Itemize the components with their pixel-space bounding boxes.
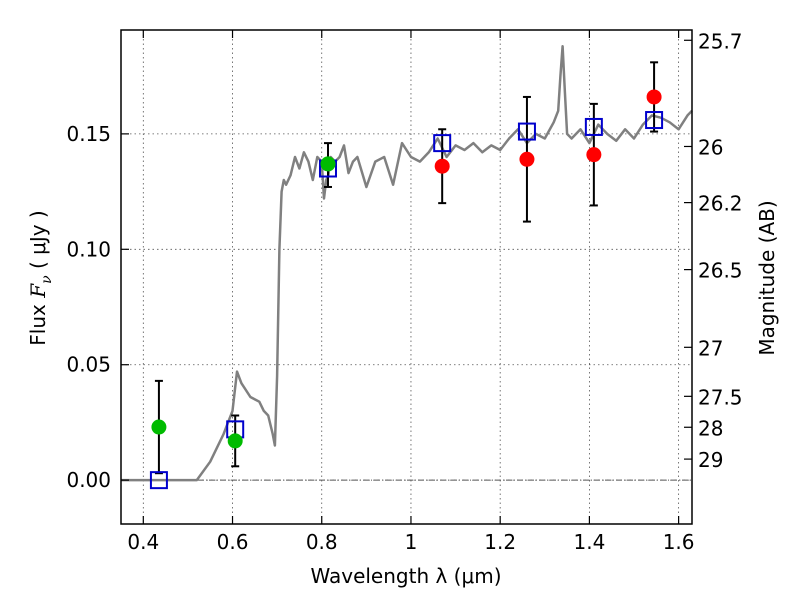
observed-infrared-point <box>519 151 535 167</box>
x-axis-label: Wavelength λ (μm) <box>310 564 501 588</box>
x-tick-label: 1 <box>405 530 418 554</box>
y-axis-ticks: 0.00 0.05 0.10 0.15 <box>66 122 129 492</box>
magnitude-tick-label: 29 <box>698 448 723 472</box>
model-bandpass-marker <box>433 134 452 153</box>
x-tick-label: 0.8 <box>306 530 338 554</box>
x-axis-ticks: 0.4 0.6 0.8 1 1.2 1.4 1.6 <box>127 30 695 554</box>
x-tick-label: 1.4 <box>573 530 605 554</box>
observed-infrared-point <box>586 147 602 163</box>
y-tick-label: 0.05 <box>66 353 111 377</box>
model-bandpass-marker <box>149 471 168 490</box>
model-bandpass-marker <box>645 111 664 130</box>
magnitude-tick-label: 25.7 <box>698 29 743 53</box>
magnitude-tick-label: 27.5 <box>698 385 743 409</box>
x-tick-label: 1.6 <box>663 530 695 554</box>
magnitude-tick-label: 27 <box>698 336 723 360</box>
y-axis-label-subscript: ν <box>39 275 55 284</box>
observed-infrared-point <box>434 158 450 174</box>
grid-lines <box>121 30 692 524</box>
observed-optical-point <box>320 156 336 172</box>
y-tick-label: 0.00 <box>66 468 111 492</box>
magnitude-tick-label: 26.2 <box>698 192 743 216</box>
y-axis-label-prefix: Flux <box>26 298 50 346</box>
magnitude-tick-label: 26 <box>698 135 723 159</box>
magnitude-axis-ticks: 25.7 26 26.2 26.5 27 27.5 28 29 <box>684 29 743 472</box>
y-axis-label: Flux Fν ( μJy ) <box>26 210 55 345</box>
x-tick-label: 1.2 <box>484 530 516 554</box>
x-tick-label: 0.6 <box>217 530 249 554</box>
magnitude-axis-label: Magnitude (AB) <box>755 200 779 355</box>
magnitude-tick-label: 28 <box>698 416 723 440</box>
data-points <box>149 89 664 490</box>
y-axis-label-unit: ( μJy ) <box>26 210 50 275</box>
model-bandpass-marker <box>517 122 536 141</box>
y-tick-label: 0.10 <box>66 237 111 261</box>
observed-optical-point <box>151 419 167 435</box>
observed-optical-point <box>227 433 243 449</box>
observed-infrared-point <box>646 89 662 105</box>
plot-frame <box>120 29 693 525</box>
error-bars <box>154 61 659 475</box>
x-tick-label: 0.4 <box>127 530 159 554</box>
model-bandpass-marker <box>584 117 603 136</box>
model-spectrum-line <box>121 44 693 482</box>
magnitude-tick-label: 26.5 <box>698 259 743 283</box>
y-axis-label-symbol: F <box>26 283 50 299</box>
y-tick-label: 0.15 <box>66 122 111 146</box>
